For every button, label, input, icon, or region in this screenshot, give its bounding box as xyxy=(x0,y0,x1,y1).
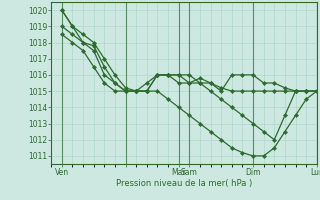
X-axis label: Pression niveau de la mer( hPa ): Pression niveau de la mer( hPa ) xyxy=(116,179,252,188)
